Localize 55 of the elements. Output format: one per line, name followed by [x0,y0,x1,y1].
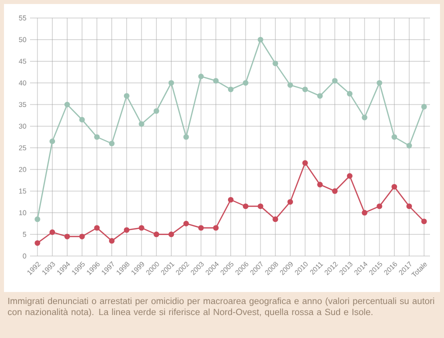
point [272,216,278,222]
point [406,142,412,148]
point [302,86,308,92]
point [138,121,144,127]
point [108,238,115,244]
point [94,225,100,231]
point [94,134,100,140]
point [287,199,294,205]
point [346,173,353,179]
point [108,140,115,146]
point [168,232,174,238]
point [332,78,338,84]
point [287,82,294,88]
point [258,203,264,210]
point [183,220,189,226]
point [376,203,382,210]
point [332,188,338,194]
point [392,134,398,140]
point [317,182,323,188]
point [242,203,248,210]
point [79,116,85,122]
point [34,216,40,222]
point [346,90,353,97]
point [154,232,160,238]
text: Immigrati denunciati o arrestati per omicidio per macroarea geografica e anno (valori percentuali su autori con nazionalità nota). La linea verde si riferisce al Nord-Ovest, quella rossa a Sud e Isole. [8,298,434,317]
point [183,134,189,140]
point [124,227,130,233]
point [302,160,308,166]
point [34,240,40,246]
point [317,93,323,99]
point [376,80,382,86]
point [392,184,398,190]
point [154,108,160,114]
point [50,138,56,144]
point [421,218,427,224]
point [362,114,368,120]
point [64,102,70,108]
point [79,234,85,240]
point [213,225,219,231]
point [198,225,204,231]
point [50,229,56,235]
point [228,196,234,203]
point [213,78,219,84]
point [406,203,412,210]
point [242,80,248,86]
point [362,210,368,216]
point [198,74,204,80]
point [64,234,70,240]
point [138,225,144,231]
point [124,93,130,99]
point [168,80,174,86]
point [258,36,264,42]
point [272,60,278,66]
point [421,104,427,110]
point [228,86,234,92]
